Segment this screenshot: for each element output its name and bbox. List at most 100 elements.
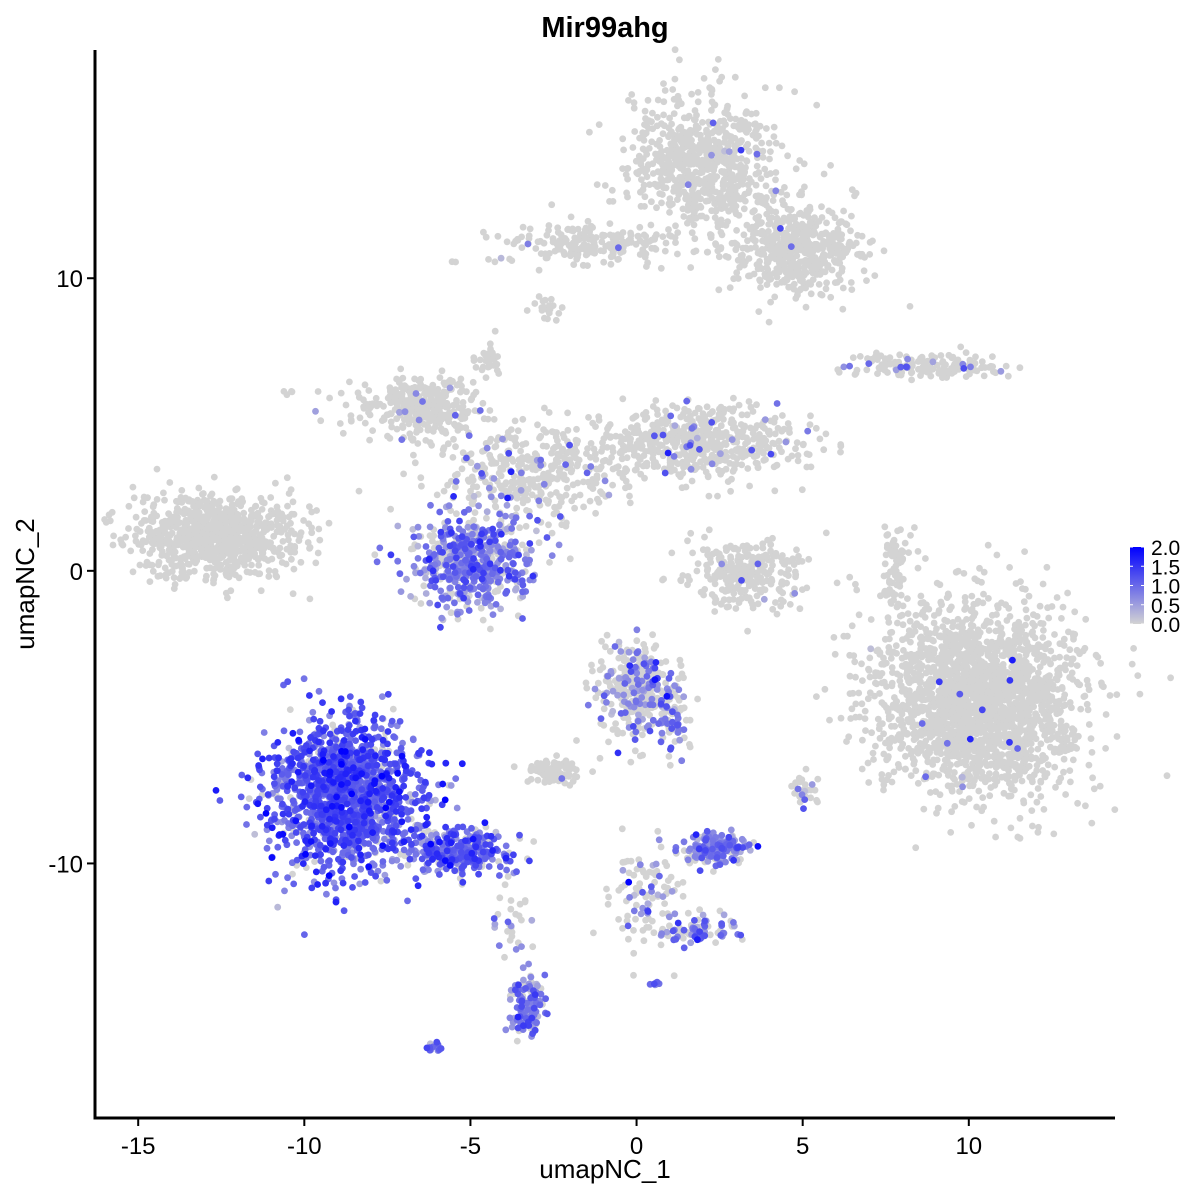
cell-point <box>704 546 711 554</box>
cell-point <box>668 549 676 557</box>
cell-point <box>495 370 503 377</box>
cell-point <box>614 256 622 263</box>
cell-point <box>207 492 214 500</box>
cell-point <box>822 529 830 537</box>
cell-point <box>736 559 744 566</box>
cell-point <box>153 496 161 503</box>
cell-point <box>508 455 516 463</box>
cell-point <box>801 268 809 275</box>
cell-point <box>820 170 828 178</box>
cell-point <box>761 84 769 92</box>
cell-point <box>866 654 874 662</box>
cell-point <box>620 442 627 450</box>
cell-point <box>680 213 688 220</box>
cell-point <box>643 173 651 181</box>
cell-point <box>846 573 854 581</box>
cell-point <box>865 665 872 673</box>
cell-point <box>388 423 396 431</box>
cell-point <box>580 503 587 511</box>
cell-point <box>866 251 874 258</box>
cell-point <box>395 379 403 386</box>
cell-point <box>791 88 798 96</box>
cell-point <box>740 261 748 269</box>
cell-point <box>698 212 706 220</box>
cell-point <box>484 415 492 423</box>
cell-point <box>745 255 753 262</box>
cell-point <box>756 258 763 265</box>
cell-point <box>563 484 571 492</box>
cell-point <box>655 181 662 189</box>
cell-point <box>686 416 694 424</box>
cell-point <box>453 399 460 407</box>
cell-point <box>838 218 845 226</box>
cell-point <box>424 423 432 431</box>
cell-point <box>722 253 730 260</box>
cell-point <box>704 572 711 580</box>
cell-point <box>672 222 679 230</box>
cell-point <box>487 435 495 443</box>
cell-point <box>125 502 133 510</box>
cell-point <box>660 111 667 119</box>
cell-point <box>426 439 434 446</box>
cell-point <box>708 129 716 137</box>
cell-point <box>1085 721 1093 728</box>
cell-point <box>584 217 592 225</box>
cell-point <box>813 101 821 109</box>
cell-point <box>486 451 494 459</box>
cell-point <box>469 378 477 386</box>
cell-point <box>462 424 470 431</box>
cell-point <box>807 281 815 288</box>
cell-point <box>485 361 493 368</box>
cell-point <box>197 545 205 553</box>
cell-point <box>719 169 727 176</box>
cell-point <box>818 291 826 299</box>
cell-point <box>680 463 687 471</box>
cell-point <box>618 450 625 457</box>
cell-point <box>365 387 373 394</box>
cell-point <box>316 536 324 544</box>
cell-point <box>689 549 696 557</box>
cell-point <box>805 451 813 458</box>
cell-point <box>665 176 672 184</box>
cell-point <box>746 175 753 182</box>
cell-point <box>703 403 711 411</box>
cell-point <box>647 221 655 229</box>
cell-point <box>439 451 446 458</box>
cell-point <box>968 592 976 600</box>
cell-point <box>732 246 740 254</box>
cell-point <box>560 473 568 481</box>
cell-point <box>772 139 780 147</box>
cell-point <box>666 164 673 172</box>
cell-point <box>786 601 794 608</box>
cell-point <box>623 454 631 462</box>
cell-point <box>548 449 555 457</box>
cell-point <box>597 247 605 255</box>
cell-point <box>628 91 636 98</box>
cell-point <box>139 498 147 506</box>
cell-point <box>430 532 437 540</box>
cell-point <box>277 512 285 520</box>
cell-point <box>287 549 295 556</box>
cell-point <box>726 573 733 581</box>
cell-point <box>793 439 801 446</box>
cell-point <box>440 379 448 387</box>
cell-point <box>535 293 543 300</box>
cell-point <box>572 436 580 444</box>
cell-point <box>704 248 712 256</box>
cell-point <box>715 253 723 261</box>
cell-point <box>690 116 698 124</box>
cell-point <box>802 303 810 311</box>
cell-point <box>816 233 824 241</box>
cell-point <box>725 596 733 604</box>
cell-point <box>400 470 407 478</box>
cell-point <box>763 577 770 585</box>
cell-point <box>401 416 408 423</box>
cell-point <box>847 227 854 235</box>
cell-point <box>552 489 560 496</box>
cell-point <box>752 170 760 178</box>
cell-point <box>195 484 203 492</box>
cell-point <box>1039 580 1047 588</box>
cell-point <box>146 578 154 585</box>
cell-point <box>803 463 811 471</box>
cell-point <box>861 254 868 261</box>
